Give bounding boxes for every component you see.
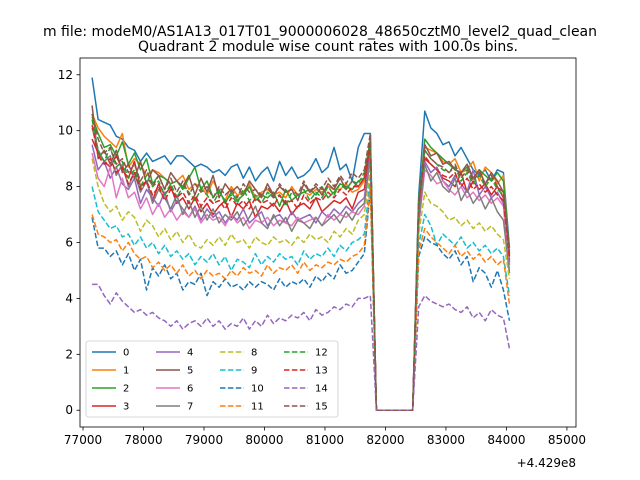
legend-label-11: 11: [251, 402, 264, 413]
series-line-13: [91, 124, 511, 411]
series-line-11: [91, 185, 511, 411]
y-tick-label: 12: [58, 68, 73, 82]
series-group: [91, 77, 511, 411]
figure-suptitle: m file: modeM0/AS1A13_017T01_9000006028_…: [43, 24, 597, 40]
x-tick-label: 84000: [487, 433, 525, 447]
legend-label-7: 7: [187, 402, 193, 413]
series-line-15: [91, 113, 511, 411]
legend-box: [85, 340, 339, 418]
x-tick-label: 78000: [124, 433, 162, 447]
x-tick-label: 85000: [548, 433, 586, 447]
y-tick-label: 10: [58, 124, 73, 138]
legend-label-5: 5: [187, 366, 193, 377]
axes-frame: [79, 57, 577, 428]
series-line-9: [91, 177, 511, 411]
series-line-14: [92, 283, 511, 411]
x-tick-label: 83000: [427, 433, 465, 447]
legend-label-6: 6: [187, 384, 193, 395]
y-tick-label: 0: [65, 403, 73, 417]
series-line-0: [91, 77, 511, 411]
legend-label-12: 12: [315, 348, 328, 359]
x-tick-label: 79000: [185, 433, 223, 447]
x-tick-label: 82000: [366, 433, 404, 447]
legend-label-14: 14: [315, 384, 328, 395]
y-tick-label: 2: [65, 347, 73, 361]
x-offset-text: +4.429e8: [517, 456, 576, 470]
x-tick-label: 77000: [64, 433, 102, 447]
legend-label-13: 13: [315, 366, 328, 377]
legend-label-3: 3: [123, 402, 129, 413]
legend-label-1: 1: [123, 366, 129, 377]
legend-label-8: 8: [251, 348, 257, 359]
series-line-12: [91, 119, 511, 411]
legend-label-4: 4: [187, 348, 193, 359]
series-line-6: [91, 152, 511, 411]
series-line-4: [91, 144, 511, 411]
legend-label-15: 15: [315, 402, 328, 413]
plot-area: 77000 78000 79000 80000 81000 82000 83000 84000…: [58, 57, 586, 447]
legend-label-9: 9: [251, 366, 257, 377]
x-tick-label: 80000: [245, 433, 283, 447]
series-line-7: [91, 127, 511, 411]
chart-title: Quadrant 2 module wise count rates with …: [138, 39, 518, 55]
legend-label-0: 0: [123, 348, 129, 359]
y-tick-label: 6: [65, 236, 73, 250]
y-tick-label: 8: [65, 180, 73, 194]
x-tick-label: 81000: [306, 433, 344, 447]
series-line-8: [91, 158, 511, 411]
legend-label-10: 10: [251, 384, 264, 395]
series-line-10: [91, 188, 511, 411]
legend-label-2: 2: [123, 384, 129, 395]
y-tick-label: 4: [65, 291, 73, 305]
